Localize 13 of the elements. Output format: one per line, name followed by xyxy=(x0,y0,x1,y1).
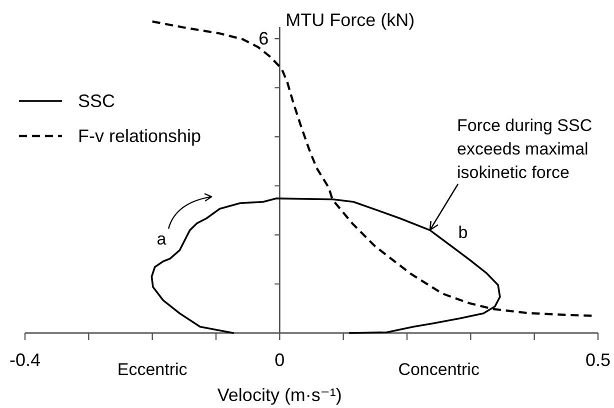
x-axis-title: Velocity (m·s⁻¹) xyxy=(217,385,342,405)
legend-label: SSC xyxy=(78,91,116,111)
text: Eccentric xyxy=(117,360,188,378)
annotation: a xyxy=(156,229,167,248)
x-tick-label: -0.4 xyxy=(9,350,41,370)
y-axis-title: MTU Force (kN) xyxy=(286,10,415,30)
annotation: 6 xyxy=(258,28,269,49)
legend-label: F-v relationship xyxy=(78,126,202,146)
annotation: b xyxy=(458,222,468,242)
x-tick-label: 0 xyxy=(274,350,285,370)
x-tick-label: 0.5 xyxy=(585,350,611,370)
annotation: Force during SSC exceeds maximal isokinetic force xyxy=(457,116,592,182)
text: Concentric xyxy=(398,360,480,378)
